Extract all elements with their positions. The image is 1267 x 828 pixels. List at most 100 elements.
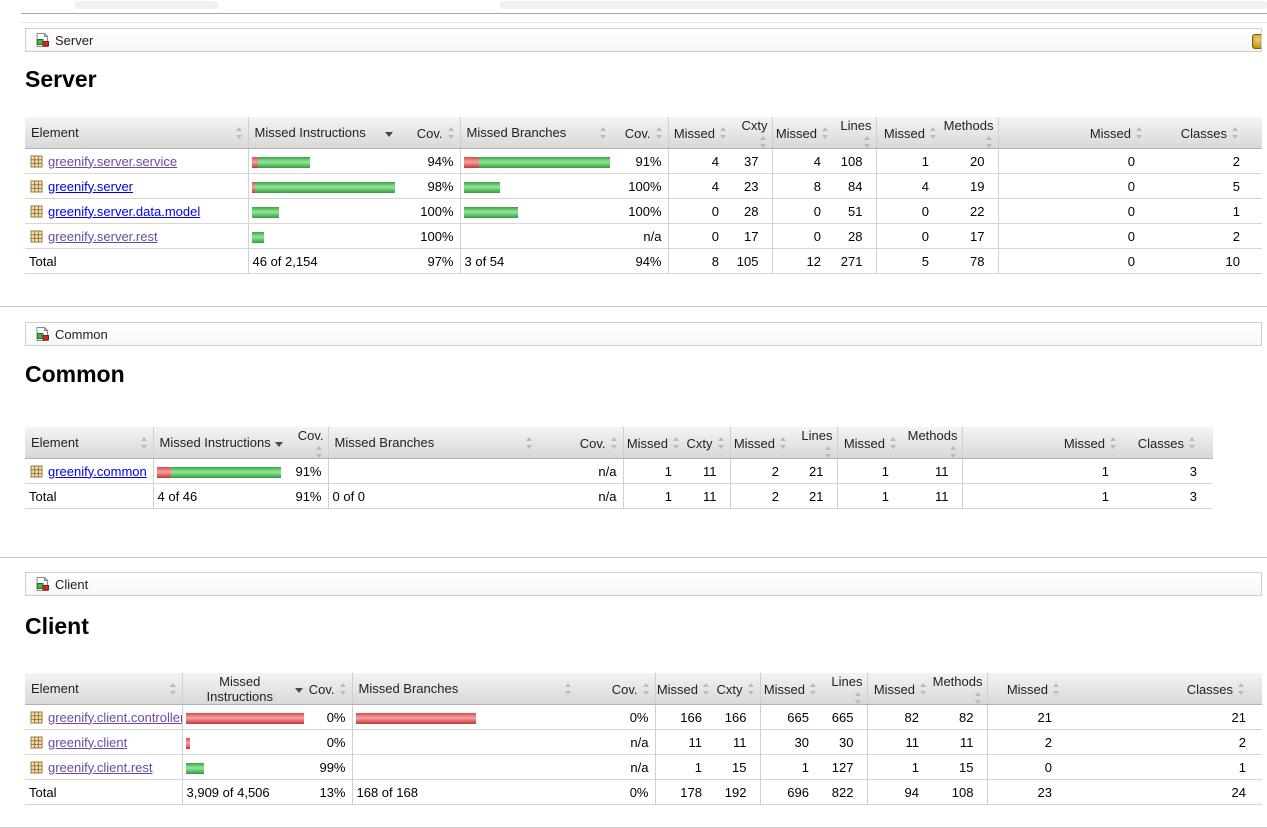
col-header-cov[interactable]: Cov. bbox=[308, 673, 352, 706]
table-header-row: Element Missed Instructions Cov. Missed … bbox=[25, 117, 1262, 150]
sort-icon bbox=[1231, 127, 1240, 140]
missed-bar-segment bbox=[185, 712, 304, 724]
col-header-classes[interactable]: Classes bbox=[1122, 427, 1213, 460]
covered-bar-segment bbox=[185, 762, 204, 774]
col-header-cxty[interactable]: Cxty bbox=[732, 117, 772, 150]
total-cxty: 11 bbox=[685, 483, 730, 510]
package-icon bbox=[30, 180, 43, 193]
cell-instructions-bar bbox=[247, 198, 398, 225]
col-header-missed-instructions[interactable]: Missed Instructions bbox=[152, 427, 288, 460]
cell-lines: 51 bbox=[834, 198, 876, 225]
col-header-missed-branches[interactable]: Missed Branches bbox=[351, 673, 577, 706]
col-header-missed-instructions[interactable]: Missed Instructions bbox=[247, 117, 398, 150]
total-label: Total bbox=[25, 483, 153, 510]
cell-instructions-bar bbox=[247, 173, 398, 200]
col-header-missed[interactable]: Missed bbox=[667, 117, 732, 150]
cell-missed: 8 bbox=[771, 173, 834, 200]
package-link[interactable]: greenify.server bbox=[48, 178, 134, 194]
col-header-lines[interactable]: Lines bbox=[792, 427, 837, 460]
total-missed: 178 bbox=[654, 779, 715, 806]
cell-branches-bar bbox=[351, 729, 577, 756]
sort-icon bbox=[824, 445, 833, 458]
col-header-classes[interactable]: Classes bbox=[1148, 117, 1262, 150]
col-header-lines[interactable]: Lines bbox=[834, 117, 876, 150]
col-header-classes[interactable]: Classes bbox=[1065, 673, 1262, 706]
col-header-missed[interactable]: Missed bbox=[771, 117, 834, 150]
col-header-missed-branches[interactable]: Missed Branches bbox=[327, 427, 538, 460]
cell-classes: 1 bbox=[1065, 754, 1262, 781]
package-link[interactable]: greenify.client.controller bbox=[48, 709, 182, 725]
col-header-cov[interactable]: Cov. bbox=[398, 117, 460, 150]
cell-cov: 94% bbox=[398, 148, 460, 175]
sort-icon bbox=[821, 127, 830, 140]
col-header-missed[interactable]: Missed bbox=[997, 117, 1148, 150]
previous-section-cutoff bbox=[0, 0, 1267, 9]
col-header-missed[interactable]: Missed bbox=[836, 427, 902, 460]
missed-bar-segment bbox=[463, 156, 479, 168]
cell-missed: 1 bbox=[961, 458, 1122, 485]
col-header-missed[interactable]: Missed bbox=[961, 427, 1122, 460]
package-link[interactable]: greenify.server.data.model bbox=[48, 203, 201, 219]
col-header-lines[interactable]: Lines bbox=[822, 673, 867, 706]
col-header-cxty[interactable]: Cxty bbox=[715, 673, 760, 706]
cell-missed: 1 bbox=[866, 754, 932, 781]
col-header-cxty[interactable]: Cxty bbox=[685, 427, 730, 460]
breadcrumb: Common bbox=[25, 322, 1262, 347]
col-header-element[interactable]: Element bbox=[25, 673, 182, 706]
cell-instructions-bar bbox=[181, 704, 308, 731]
col-header-missed[interactable]: Missed bbox=[654, 673, 715, 706]
total-instructions: 4 of 46 bbox=[152, 483, 288, 510]
sort-desc-icon bbox=[275, 437, 284, 449]
col-header-methods[interactable]: Methods bbox=[932, 673, 987, 706]
cell-cov: 100% bbox=[398, 198, 460, 225]
sort-icon bbox=[929, 127, 938, 140]
package-link[interactable]: greenify.client.rest bbox=[48, 759, 153, 775]
col-header-element[interactable]: Element bbox=[25, 427, 153, 460]
cell-missed: 0 bbox=[875, 223, 942, 250]
total-missed: 8 bbox=[667, 248, 732, 275]
sort-icon bbox=[854, 691, 863, 704]
total-missed: 23 bbox=[986, 779, 1065, 806]
package-icon bbox=[30, 230, 43, 243]
col-header-methods[interactable]: Methods bbox=[942, 117, 998, 150]
cell-missed: 0 bbox=[997, 198, 1148, 225]
table-total-row: Total 4 of 46 91% 0 of 0 n/a 1 11 2 21 1… bbox=[25, 483, 1213, 510]
col-header-missed-branches[interactable]: Missed Branches bbox=[459, 117, 612, 150]
session-icon[interactable] bbox=[1252, 34, 1261, 49]
col-header-missed[interactable]: Missed bbox=[759, 673, 822, 706]
col-header-missed-instructions[interactable]: Missed Instructions bbox=[181, 673, 308, 706]
package-link[interactable]: greenify.server.rest bbox=[48, 228, 158, 244]
cell-cov: 100% bbox=[398, 223, 460, 250]
breadcrumb: Server bbox=[25, 28, 1262, 52]
col-header-element[interactable]: Element bbox=[25, 117, 248, 150]
cell-missed: 21 bbox=[986, 704, 1065, 731]
package-link[interactable]: greenify.server.service bbox=[48, 153, 178, 169]
col-header-cov[interactable]: Cov. bbox=[288, 427, 328, 460]
col-header-missed[interactable]: Missed bbox=[622, 427, 685, 460]
col-header-missed[interactable]: Missed bbox=[875, 117, 942, 150]
col-header-cov[interactable]: Cov. bbox=[612, 117, 668, 150]
cell-instructions-bar bbox=[247, 223, 398, 250]
cell-methods: 82 bbox=[932, 704, 987, 731]
cell-cxty: 15 bbox=[715, 754, 760, 781]
report-group-icon bbox=[34, 576, 50, 592]
col-header-missed[interactable]: Missed bbox=[729, 427, 792, 460]
package-link[interactable]: greenify.common bbox=[48, 463, 147, 479]
package-link[interactable]: greenify.client bbox=[48, 734, 128, 750]
cell-methods: 11 bbox=[902, 458, 962, 485]
top-rule-light bbox=[21, 22, 1267, 23]
col-header-missed[interactable]: Missed bbox=[986, 673, 1065, 706]
coverage-table-server: Element Missed Instructions Cov. Missed … bbox=[25, 117, 1262, 275]
col-header-missed[interactable]: Missed bbox=[866, 673, 932, 706]
covered-bar-segment bbox=[478, 156, 610, 168]
total-missed: 5 bbox=[875, 248, 942, 275]
cell-cxty: 37 bbox=[732, 148, 772, 175]
table-total-row: Total 3,909 of 4,506 13% 168 of 168 0% 1… bbox=[25, 779, 1262, 806]
cell-missed: 0 bbox=[667, 198, 732, 225]
col-header-methods[interactable]: Methods bbox=[902, 427, 962, 460]
col-header-cov[interactable]: Cov. bbox=[577, 673, 655, 706]
package-icon bbox=[30, 155, 43, 168]
sort-desc-icon bbox=[385, 127, 394, 139]
col-header-cov[interactable]: Cov. bbox=[538, 427, 623, 460]
page-title: Server bbox=[25, 66, 97, 92]
